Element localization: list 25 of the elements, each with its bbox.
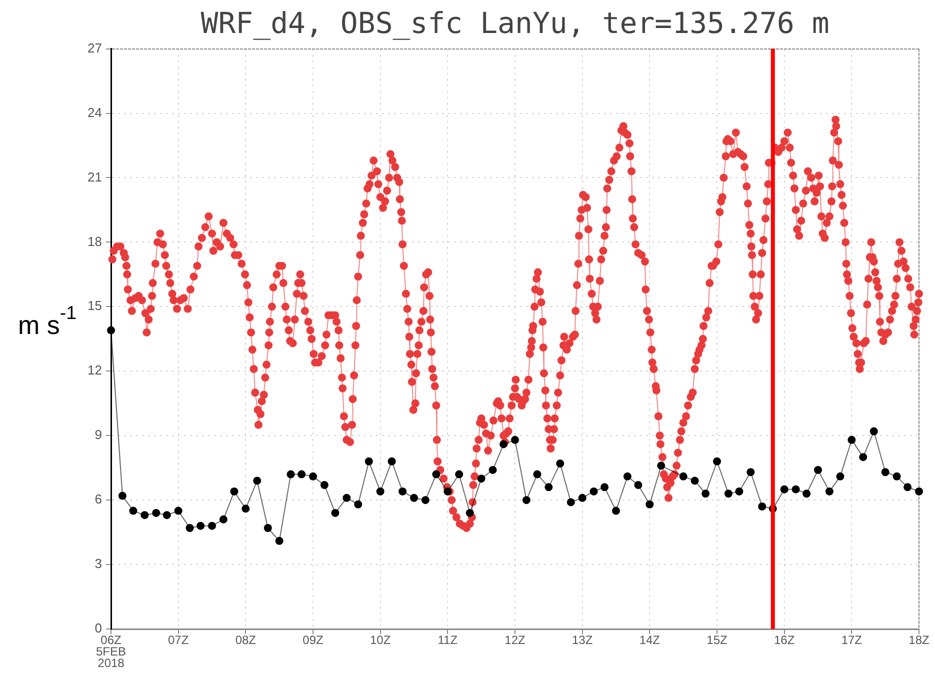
y-axis-title: m s$^{-1}$ [18, 302, 77, 341]
x-tick-label: 08Z [235, 633, 256, 648]
y-tick-label: 18 [88, 234, 102, 249]
y-tick-label: 27 [88, 40, 102, 56]
y-tick-label: 9 [94, 427, 102, 442]
y-tick-label: 0 [94, 620, 102, 636]
x-tick-label: 09Z [302, 633, 324, 648]
x-tick-label: 10Z [370, 633, 391, 648]
x-tick-label: 17Z [841, 633, 862, 648]
x-tick-label: 15Z [706, 633, 728, 648]
y-tick-label: 21 [88, 169, 102, 184]
x-tick-label: 18Z [908, 633, 930, 648]
x-tick-label: 11Z [438, 633, 458, 648]
x-tick-label: 12Z [504, 633, 526, 648]
x-tick-label: 06Z 5FEB 2018 [96, 633, 126, 670]
x-tick-label: 13Z [572, 633, 593, 648]
x-tick-label: 07Z [168, 633, 189, 648]
chart-title: WRF_d4, OBS_sfc LanYu, ter=135.276 m [200, 6, 830, 40]
x-tick-label: 14Z [639, 633, 660, 648]
y-tick-label: 15 [88, 298, 102, 314]
y-tick-label: 24 [88, 104, 102, 120]
x-tick-label: 16Z [774, 633, 795, 648]
y-tick-label: 6 [94, 492, 102, 507]
y-tick-label: 3 [94, 556, 102, 572]
y-tick-label: 12 [88, 362, 102, 378]
